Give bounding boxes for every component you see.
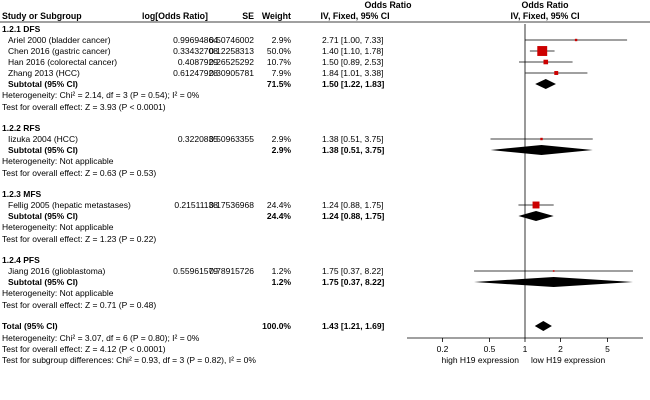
subgroup-1-title: 1.2.1 DFS bbox=[2, 24, 41, 34]
header-log-or: log[Odds Ratio] bbox=[142, 11, 208, 21]
header-plot-ci: IV, Fixed, 95% CI bbox=[510, 11, 579, 21]
header-ci: IV, Fixed, 95% CI bbox=[320, 11, 389, 21]
subgroup-2-subtotal-label: Subtotal (95% CI) bbox=[8, 145, 78, 155]
study-7-ci: 1.75 [0.37, 8.22] bbox=[322, 266, 383, 276]
study-4-marker bbox=[554, 71, 559, 75]
x-tick-label-0: 0.2 bbox=[437, 344, 449, 354]
study-1-name: Ariel 2000 (bladder cancer) bbox=[8, 35, 111, 45]
study-1-log-or: 0.99694864 bbox=[173, 35, 218, 45]
total-ci: 1.43 [1.21, 1.69] bbox=[322, 321, 385, 331]
study-4-log-or: 0.61247928 bbox=[173, 68, 218, 78]
subgroup-1-subtotal-weight: 71.5% bbox=[267, 79, 292, 89]
subgroup-4-subtotal-ci: 1.75 [0.37, 8.22] bbox=[322, 277, 385, 287]
study-3-log-or: 0.4087929 bbox=[178, 57, 218, 67]
study-3-name: Han 2016 (colorectal cancer) bbox=[8, 57, 117, 67]
study-5-name: Iizuka 2004 (HCC) bbox=[8, 134, 78, 144]
header-odds-ratio: Odds Ratio bbox=[365, 0, 413, 10]
x-tick-label-4: 5 bbox=[605, 344, 610, 354]
study-6-log-or: 0.21511138 bbox=[174, 200, 218, 210]
study-2-ci: 1.40 [1.10, 1.78] bbox=[322, 46, 383, 56]
subgroup-3-diamond bbox=[518, 211, 554, 221]
subgroup-1-subtotal-label: Subtotal (95% CI) bbox=[8, 79, 78, 89]
subgroup-2-overall-test: Test for overall effect: Z = 0.63 (P = 0… bbox=[2, 168, 156, 178]
study-1-se: 0.50746002 bbox=[209, 35, 254, 45]
subgroup-3-subtotal-weight: 24.4% bbox=[267, 211, 292, 221]
study-6-weight: 24.4% bbox=[267, 200, 292, 210]
study-2-se: 0.12258313 bbox=[209, 46, 254, 56]
study-7-weight: 1.2% bbox=[272, 266, 292, 276]
study-5-se: 0.50963355 bbox=[209, 134, 254, 144]
study-2-weight: 50.0% bbox=[267, 46, 292, 56]
axis-right-label: low H19 expression bbox=[531, 355, 605, 365]
study-1-weight: 2.9% bbox=[272, 35, 292, 45]
subgroup-4-overall-test: Test for overall effect: Z = 0.71 (P = 0… bbox=[2, 300, 156, 310]
study-4-se: 0.30905781 bbox=[209, 68, 254, 78]
axis-left-label: high H19 expression bbox=[442, 355, 520, 365]
study-1-ci: 2.71 [1.00, 7.33] bbox=[322, 35, 383, 45]
subgroup-1-overall-test: Test for overall effect: Z = 3.93 (P < 0… bbox=[2, 102, 166, 112]
x-tick-label-2: 1 bbox=[523, 344, 528, 354]
subgroup-2-subtotal-weight: 2.9% bbox=[272, 145, 292, 155]
x-tick-label-1: 0.5 bbox=[484, 344, 496, 354]
study-5-marker bbox=[540, 137, 543, 141]
subgroup-2-subtotal-ci: 1.38 [0.51, 3.75] bbox=[322, 145, 385, 155]
study-7-log-or: 0.55961579 bbox=[173, 266, 218, 276]
study-2-name: Chen 2016 (gastric cancer) bbox=[8, 46, 111, 56]
study-2-marker bbox=[537, 46, 548, 56]
total-heterogeneity: Heterogeneity: Chi² = 3.07, df = 6 (P = … bbox=[2, 333, 200, 343]
study-5-weight: 2.9% bbox=[272, 134, 292, 144]
subgroup-3-heterogeneity: Heterogeneity: Not applicable bbox=[2, 222, 114, 232]
subgroup-3-overall-test: Test for overall effect: Z = 1.23 (P = 0… bbox=[2, 234, 156, 244]
subgroup-3-subtotal-label: Subtotal (95% CI) bbox=[8, 211, 78, 221]
subgroup-4-heterogeneity: Heterogeneity: Not applicable bbox=[2, 288, 114, 298]
study-6-marker bbox=[532, 201, 540, 209]
subgroup-2-title: 1.2.2 RFS bbox=[2, 123, 41, 133]
subgroup-2-diamond bbox=[490, 145, 593, 155]
study-3-se: 0.26525292 bbox=[209, 57, 254, 67]
total-diamond bbox=[534, 321, 552, 331]
study-4-weight: 7.9% bbox=[272, 68, 292, 78]
header-weight: Weight bbox=[262, 11, 291, 21]
study-6-se: 0.17536968 bbox=[209, 200, 254, 210]
subgroup-4-subtotal-label: Subtotal (95% CI) bbox=[8, 277, 78, 287]
subgroup-1-diamond bbox=[535, 79, 556, 89]
x-tick-label-3: 2 bbox=[558, 344, 563, 354]
subgroup-differences: Test for subgroup differences: Chi² = 0.… bbox=[2, 355, 256, 365]
subgroup-1-heterogeneity: Heterogeneity: Chi² = 2.14, df = 3 (P = … bbox=[2, 90, 200, 100]
total-label: Total (95% CI) bbox=[2, 321, 58, 331]
study-7-marker bbox=[552, 270, 555, 272]
study-3-ci: 1.50 [0.89, 2.53] bbox=[322, 57, 383, 67]
study-7-name: Jiang 2016 (glioblastoma) bbox=[8, 266, 106, 276]
subgroup-2-heterogeneity: Heterogeneity: Not applicable bbox=[2, 156, 114, 166]
header-study: Study or Subgroup bbox=[2, 11, 82, 21]
total-overall-test: Test for overall effect: Z = 4.12 (P < 0… bbox=[2, 344, 166, 354]
study-4-name: Zhang 2013 (HCC) bbox=[8, 68, 80, 78]
study-6-name: Fellig 2005 (hepatic metastases) bbox=[8, 200, 131, 210]
study-1-marker bbox=[574, 38, 578, 42]
subgroup-3-title: 1.2.3 MFS bbox=[2, 189, 42, 199]
header-plot-odds-ratio: Odds Ratio bbox=[522, 0, 570, 10]
study-4-ci: 1.84 [1.01, 3.38] bbox=[322, 68, 383, 78]
study-6-ci: 1.24 [0.88, 1.75] bbox=[322, 200, 383, 210]
study-7-se: 0.78915726 bbox=[209, 266, 254, 276]
study-5-log-or: 0.3220835 bbox=[178, 134, 218, 144]
subgroup-1-subtotal-ci: 1.50 [1.22, 1.83] bbox=[322, 79, 385, 89]
study-3-marker bbox=[543, 59, 549, 65]
study-3-weight: 10.7% bbox=[267, 57, 292, 67]
subgroup-4-title: 1.2.4 PFS bbox=[2, 255, 40, 265]
subgroup-4-subtotal-weight: 1.2% bbox=[272, 277, 292, 287]
header-se: SE bbox=[242, 11, 254, 21]
total-weight: 100.0% bbox=[262, 321, 291, 331]
study-5-ci: 1.38 [0.51, 3.75] bbox=[322, 134, 383, 144]
study-2-log-or: 0.33432708 bbox=[173, 46, 218, 56]
subgroup-4-diamond bbox=[474, 277, 633, 287]
subgroup-3-subtotal-ci: 1.24 [0.88, 1.75] bbox=[322, 211, 385, 221]
